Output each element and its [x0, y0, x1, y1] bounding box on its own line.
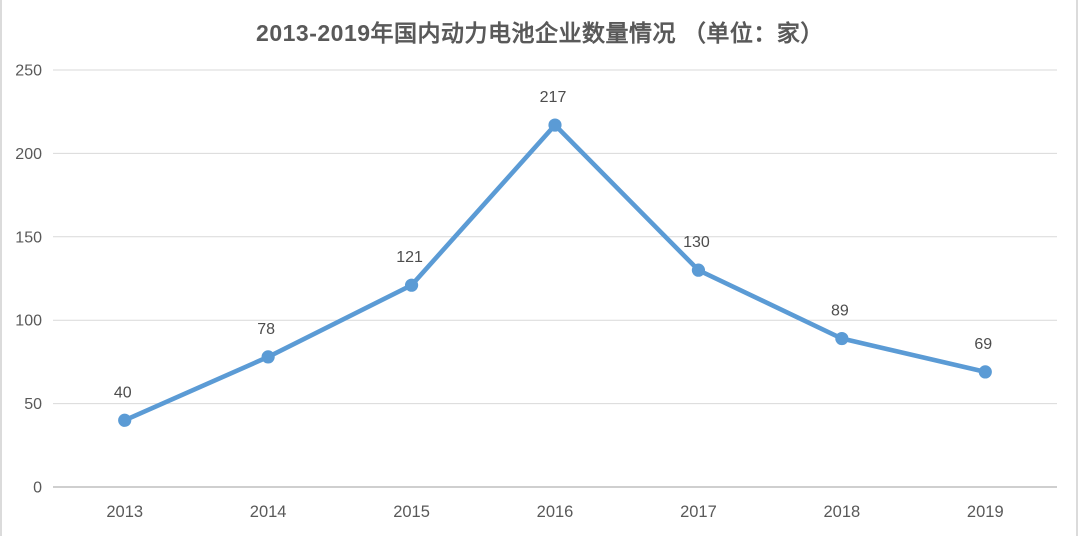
x-axis-tick-label: 2015	[393, 503, 430, 521]
y-axis-tick-label: 150	[15, 229, 42, 246]
data-point-label: 217	[540, 89, 567, 106]
data-point-marker	[261, 350, 275, 364]
y-axis-tick-label: 200	[15, 146, 42, 163]
data-point-marker	[404, 278, 419, 292]
left-edge-border	[0, 0, 2, 536]
data-point-marker	[835, 331, 849, 346]
data-point-label: 121	[396, 249, 423, 266]
data-point-marker	[118, 413, 132, 427]
data-point-label: 69	[974, 336, 992, 353]
right-edge-border	[1076, 0, 1078, 536]
x-axis-tick-label: 2016	[537, 503, 574, 521]
series-line	[122, 122, 988, 423]
x-axis-tick-label: 2019	[967, 503, 1004, 521]
y-axis-tick-label: 50	[24, 396, 42, 413]
y-axis-tick-label: 250	[15, 63, 42, 80]
y-axis-tick-label: 100	[15, 313, 42, 330]
data-point-label: 78	[257, 321, 275, 338]
x-axis-tick-label: 2017	[680, 503, 717, 521]
data-point-label: 89	[831, 303, 849, 320]
x-axis-tick-label: 2014	[250, 503, 287, 521]
chart-title: 2013-2019年国内动力电池企业数量情况 （单位：家）	[256, 20, 824, 46]
data-point-marker	[548, 118, 562, 132]
data-point-marker	[691, 263, 706, 277]
y-axis-tick-label: 0	[33, 480, 42, 497]
data-point-label: 40	[114, 384, 132, 401]
data-point-label: 130	[683, 234, 710, 251]
x-axis-tick-label: 2018	[823, 503, 860, 521]
x-axis-tick-label: 2013	[106, 503, 143, 521]
data-point-marker	[978, 365, 992, 379]
